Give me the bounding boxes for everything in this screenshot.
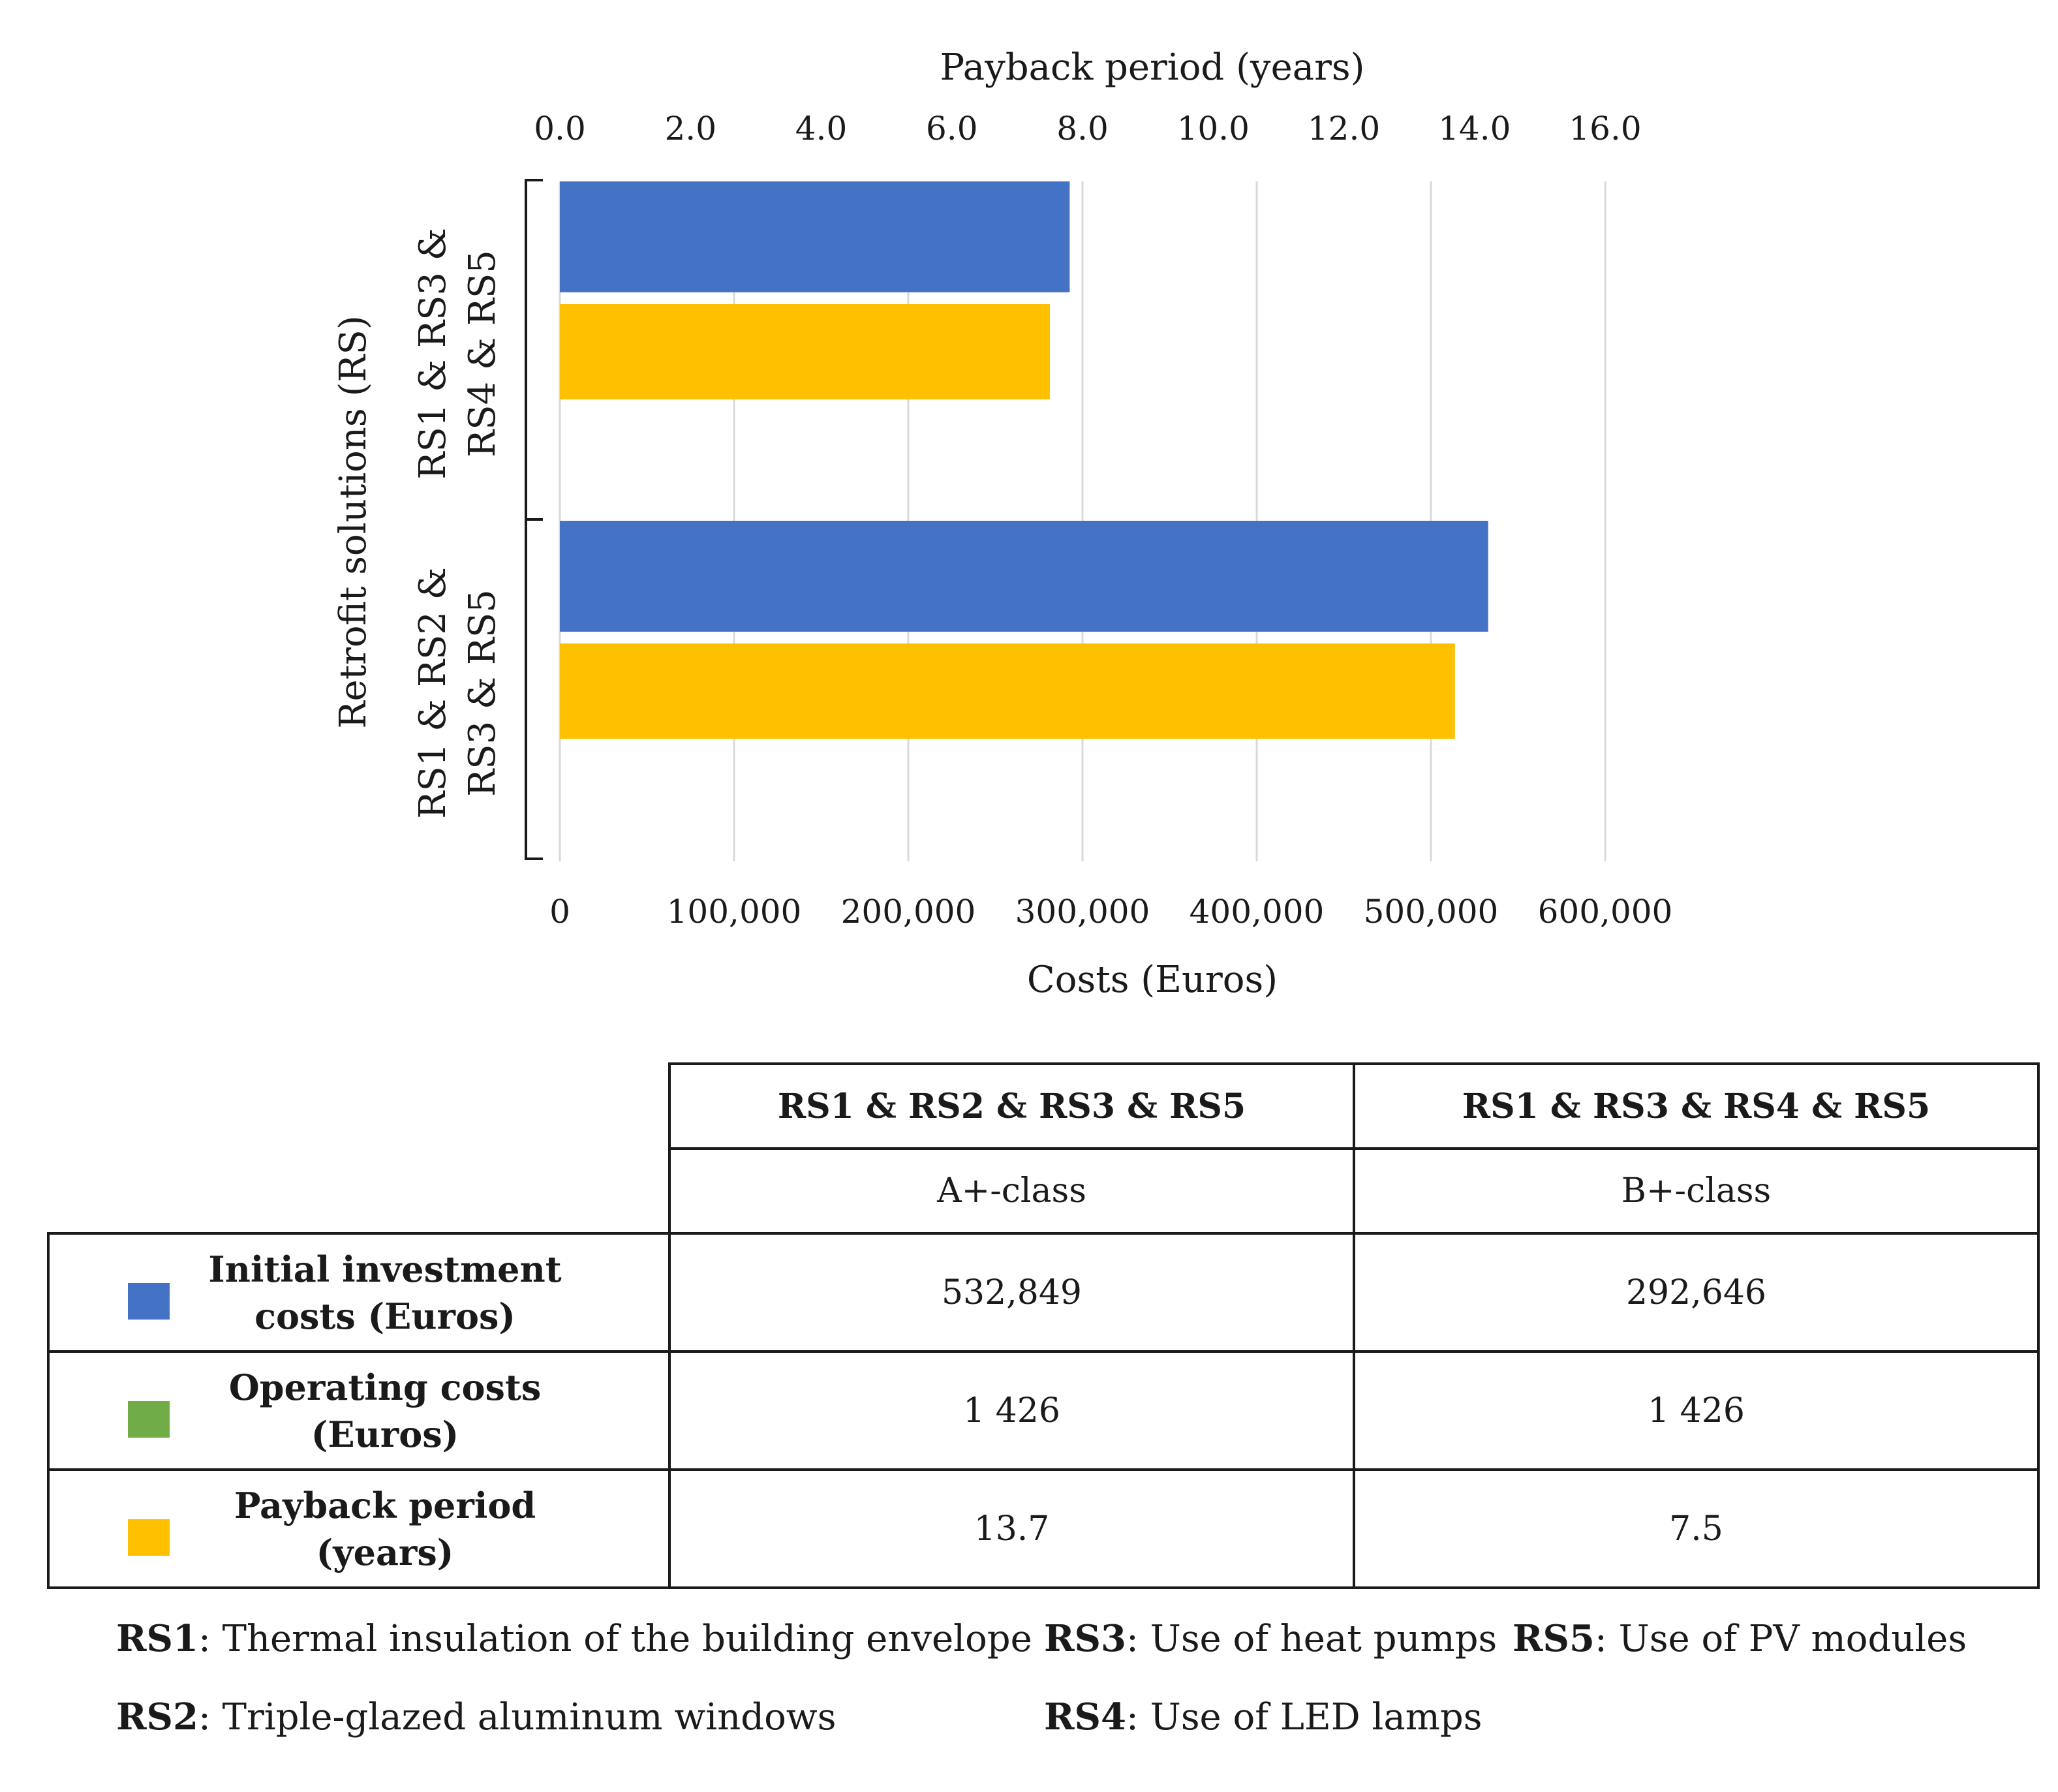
footnote-text: : Thermal insulation of the building env…	[198, 1618, 1032, 1660]
x-tick-label-bottom: 0	[549, 893, 570, 931]
bottom-axis-title: Costs (Euros)	[1027, 959, 1278, 1001]
x-tick-label-top: 0.0	[534, 110, 586, 147]
y-category-label-line1: RS1 & RS2 &	[412, 567, 454, 818]
y-axis-title: Retrofit solutions (RS)	[332, 315, 375, 728]
legend-swatch-blue	[128, 1283, 170, 1320]
bar-initial-investment	[560, 521, 1488, 632]
row-header-operating-costs: Operating costs (Euros)	[47, 1350, 671, 1471]
footnote-text: : Triple-glazed aluminum windows	[198, 1696, 837, 1738]
bar-payback-period	[560, 304, 1050, 399]
footnote-rs1: RS1: Thermal insulation of the building …	[116, 1617, 1032, 1660]
x-tick-label-bottom: 400,000	[1190, 893, 1325, 931]
cell-operating-rs1345: 1 426	[1353, 1350, 2040, 1471]
row-label-line2: (Euros)	[311, 1413, 459, 1455]
legend-swatch-yellow	[128, 1519, 170, 1556]
x-tick-label-bottom: 200,000	[841, 893, 976, 931]
x-tick-label-bottom: 500,000	[1364, 893, 1499, 931]
cell-initial-rs1345: 292,646	[1353, 1232, 2040, 1353]
row-label-line2: (years)	[316, 1531, 454, 1573]
x-tick-label-top: 16.0	[1569, 110, 1641, 147]
x-tick-label-top: 6.0	[926, 110, 978, 147]
x-tick-label-top: 10.0	[1177, 110, 1250, 147]
x-tick-label-bottom: 600,000	[1538, 893, 1673, 931]
x-tick-label-top: 14.0	[1438, 110, 1511, 147]
footnote-code: RS4	[1044, 1695, 1126, 1738]
x-tick-label-top: 8.0	[1056, 110, 1109, 147]
footnote-code: RS1	[116, 1617, 198, 1660]
table-row-initial-investment: Initial investment costs (Euros) 532,849 …	[47, 1232, 2040, 1353]
table-col-header-2: RS1 & RS3 & RS4 & RS5	[1353, 1062, 2040, 1150]
footnote-text: : Use of heat pumps	[1126, 1618, 1497, 1660]
cell-payback-rs1345: 7.5	[1353, 1468, 2040, 1589]
x-tick-label-top: 12.0	[1308, 110, 1380, 147]
bar-chart: 0 100,000 200,000 300,000 400,000 500,000 600,…	[332, 46, 1673, 1001]
row-label-line1: Operating costs	[228, 1366, 542, 1408]
row-header-payback-period: Payback period (years)	[47, 1468, 671, 1589]
footnote-rs5: RS5: Use of PV modules	[1513, 1617, 1967, 1660]
row-label: Operating costs (Euros)	[128, 1364, 642, 1458]
table-col-header-1: RS1 & RS2 & RS3 & RS5	[668, 1062, 1355, 1150]
legend-swatch-green	[128, 1401, 170, 1438]
x-tick-label-bottom: 100,000	[667, 893, 802, 931]
row-label: Payback period (years)	[128, 1482, 642, 1576]
x-tick-label-bottom: 300,000	[1015, 893, 1150, 931]
data-table: RS1 & RS2 & RS3 & RS5 RS1 & RS3 & RS4 & …	[47, 1062, 2040, 1589]
x-tick-label-top: 2.0	[664, 110, 716, 147]
table-col-class-2: B+-class	[1353, 1147, 2040, 1235]
cell-payback-rs1235: 13.7	[668, 1468, 1355, 1589]
y-category-label-line2: RS4 & RS5	[461, 250, 504, 457]
bar-initial-investment	[560, 181, 1070, 292]
footnote-rs2: RS2: Triple-glazed aluminum windows	[116, 1695, 836, 1738]
footnote-code: RS2	[116, 1695, 198, 1738]
footnote-text: : Use of PV modules	[1594, 1618, 1967, 1660]
footnote-code: RS3	[1044, 1617, 1126, 1660]
y-category-label-line2: RS3 & RS5	[461, 589, 504, 797]
footnote-rs3: RS3: Use of heat pumps	[1044, 1617, 1497, 1660]
category-bracket	[525, 518, 543, 860]
table-col-class-1: A+-class	[668, 1147, 1355, 1235]
row-label-line2: costs (Euros)	[254, 1295, 515, 1337]
row-label-line1: Initial investment	[208, 1248, 562, 1290]
table-corner-blank	[48, 1064, 669, 1233]
top-axis-title: Payback period (years)	[940, 46, 1365, 89]
cell-initial-rs1235: 532,849	[668, 1232, 1355, 1353]
footnote-text: : Use of LED lamps	[1126, 1696, 1482, 1738]
table-row-operating-costs: Operating costs (Euros) 1 426 1 426	[47, 1350, 2040, 1471]
row-header-initial-investment: Initial investment costs (Euros)	[47, 1232, 671, 1353]
cell-operating-rs1235: 1 426	[668, 1350, 1355, 1471]
row-label-line1: Payback period	[234, 1484, 536, 1526]
x-tick-label-top: 4.0	[795, 110, 848, 147]
bar-payback-period	[560, 643, 1455, 739]
table-row-payback-period: Payback period (years) 13.7 7.5	[47, 1468, 2040, 1589]
y-category-label-line1: RS1 & RS3 &	[412, 228, 454, 479]
category-bracket	[525, 179, 543, 521]
row-label: Initial investment costs (Euros)	[128, 1246, 642, 1340]
footnote-code: RS5	[1513, 1617, 1595, 1660]
footnote-rs4: RS4: Use of LED lamps	[1044, 1695, 1482, 1738]
